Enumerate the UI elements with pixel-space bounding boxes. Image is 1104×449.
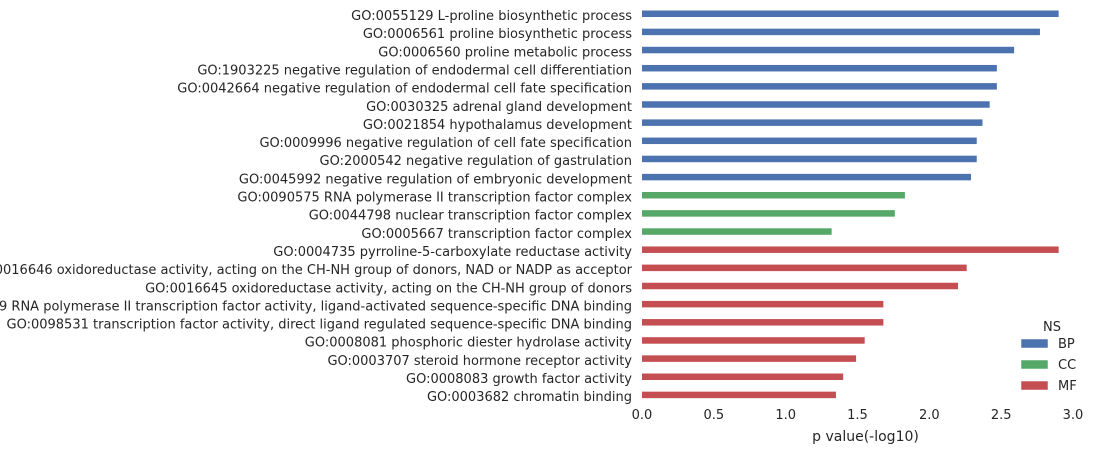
category-label: GO:0044798 nuclear transcription factor … xyxy=(309,209,633,224)
legend-swatch-cc xyxy=(1020,359,1049,370)
x-axis-title: p value(-log10) xyxy=(812,429,919,445)
category-label: GO:2000542 negative regulation of gastru… xyxy=(320,154,632,169)
x-tick-label: 0.0 xyxy=(632,408,653,423)
legend-label-cc: CC xyxy=(1058,358,1076,373)
x-axis: 0.0 0.5 1.0 1.5 2.0 2.5 3.0 xyxy=(632,408,1084,423)
category-label: GO:0055129 L-proline biosynthetic proces… xyxy=(351,9,632,24)
bar-mf xyxy=(642,319,884,326)
category-label: GO:0021854 hypothalamus development xyxy=(363,118,632,133)
category-label: GO:0016646 oxidoreductase activity, acti… xyxy=(0,263,633,278)
bar-mf xyxy=(642,391,836,399)
bar-bp xyxy=(642,46,1015,54)
bar-cc xyxy=(642,228,832,235)
x-tick-label: 2.0 xyxy=(919,408,940,423)
category-label: GO:0045992 negative regulation of embryo… xyxy=(239,172,632,187)
bar-bp xyxy=(642,101,990,108)
bar-mf xyxy=(642,264,967,272)
bar-bp xyxy=(642,119,983,126)
category-label: GO:0090575 RNA polymerase II transcripti… xyxy=(237,191,632,206)
category-label: GO:0016645 oxidoreductase activity, acti… xyxy=(145,281,632,296)
legend: NS BP CC MF xyxy=(1020,320,1077,394)
bar-bp xyxy=(642,173,971,181)
category-label: GO:0008081 phosphoric diester hydrolase … xyxy=(305,336,632,351)
bar-mf xyxy=(642,246,1059,253)
x-tick-label: 0.5 xyxy=(703,408,724,423)
x-tick-label: 3.0 xyxy=(1063,408,1084,423)
category-label: GO:0009996 negative regulation of cell f… xyxy=(259,136,632,151)
category-label: GO:0030325 adrenal gland development xyxy=(366,100,632,115)
bar-bp xyxy=(642,83,997,90)
bar-mf xyxy=(642,337,865,344)
bar-cc xyxy=(642,192,905,199)
category-label: GO:0042664 negative regulation of endode… xyxy=(177,82,632,97)
category-label: GO:0008083 growth factor activity xyxy=(406,372,632,387)
category-label: GO:0004735 pyrroline-5-carboxylate reduc… xyxy=(273,245,632,260)
category-labels: GO:0055129 L-proline biosynthetic proces… xyxy=(0,9,633,405)
bar-bp xyxy=(642,155,977,163)
category-label: GO:0003682 chromatin binding xyxy=(427,390,632,405)
legend-swatch-mf xyxy=(1020,380,1049,391)
bar-bp xyxy=(642,64,997,72)
bar-bp xyxy=(642,10,1059,17)
bar-mf xyxy=(642,282,959,290)
bar-mf xyxy=(642,355,857,362)
x-tick-label: 1.5 xyxy=(847,408,868,423)
bar-bp xyxy=(642,137,977,145)
category-label: GO:0004879 RNA polymerase II transcripti… xyxy=(0,299,632,314)
bar-mf xyxy=(642,300,884,308)
bar-cc xyxy=(642,210,895,217)
x-tick-label: 1.0 xyxy=(775,408,796,423)
bars xyxy=(642,10,1059,399)
legend-label-mf: MF xyxy=(1058,379,1077,394)
category-label: GO:1903225 negative regulation of endode… xyxy=(197,63,632,78)
x-tick-label: 2.5 xyxy=(991,408,1012,423)
category-label: GO:0098531 transcription factor activity… xyxy=(7,318,632,333)
legend-title: NS xyxy=(1043,320,1061,335)
category-label: GO:0006561 proline biosynthetic process xyxy=(363,27,632,42)
category-label: GO:0003707 steroid hormone receptor acti… xyxy=(327,354,632,369)
legend-swatch-bp xyxy=(1020,338,1049,349)
category-label: GO:0006560 proline metabolic process xyxy=(378,45,632,60)
bar-bp xyxy=(642,28,1040,36)
bar-mf xyxy=(642,373,844,380)
category-label: GO:0005667 transcription factor complex xyxy=(361,227,632,242)
legend-label-bp: BP xyxy=(1058,337,1075,352)
